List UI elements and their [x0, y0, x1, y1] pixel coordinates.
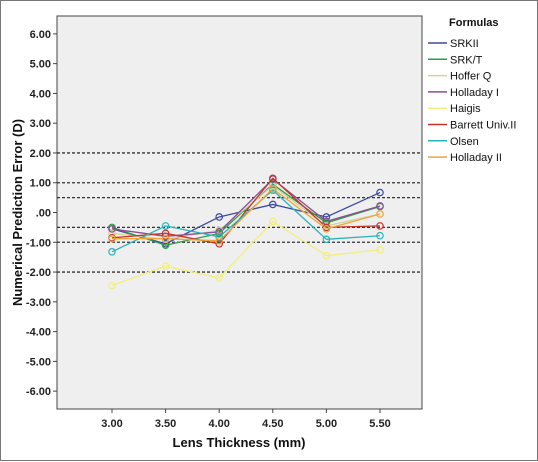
x-tick-label: 3.50 — [155, 418, 176, 430]
data-point-holladay-ii — [161, 234, 170, 243]
data-point-holladay-i — [108, 225, 116, 233]
data-point-haigis — [376, 245, 384, 254]
legend-label-olsen: Olsen — [450, 136, 479, 148]
data-point-holladay-ii — [322, 225, 331, 233]
y-tick-label: -6.00 — [26, 386, 51, 398]
y-tick-label: -2.00 — [26, 267, 51, 279]
y-tick-label: 4.00 — [30, 88, 51, 100]
x-tick-label: 3.00 — [101, 418, 122, 430]
series-line-barrett-univ-ii — [111, 177, 381, 245]
series-line-haigis — [111, 220, 381, 287]
x-tick-label: 4.00 — [208, 418, 229, 430]
legend-label-hoffer-q: Hoffer Q — [450, 71, 492, 83]
data-point-haigis — [161, 262, 170, 270]
y-tick-label: 5.00 — [30, 59, 51, 71]
data-point-olsen — [108, 248, 116, 256]
legend-label-barrett-univ-ii: Barrett Univ.II — [450, 120, 516, 132]
y-tick-label: 3.00 — [30, 118, 51, 130]
y-tick-label: 6.00 — [30, 29, 51, 41]
y-tick-label: .00 — [36, 208, 51, 220]
data-point-olsen — [322, 235, 331, 244]
y-axis-title: Numerical Prediction Error (D) — [10, 119, 25, 306]
data-point-holladay-ii — [376, 210, 384, 218]
legend-label-holladay-ii: Holladay II — [450, 152, 502, 164]
data-point-srkii — [268, 200, 277, 209]
data-point-srkii — [215, 213, 224, 221]
data-point-haigis — [215, 274, 224, 282]
data-point-holladay-ii — [108, 234, 116, 243]
x-tick-label: 5.50 — [369, 418, 390, 430]
series-line-olsen — [111, 189, 381, 253]
x-axis-title: Lens Thickness (mm) — [173, 435, 306, 450]
legend-title: Formulas — [449, 17, 499, 29]
y-tick-label: -3.00 — [26, 297, 51, 309]
data-point-haigis — [322, 251, 331, 260]
data-point-holladay-i — [161, 232, 170, 241]
data-point-barrett-univ-ii — [268, 174, 277, 183]
data-point-olsen — [161, 222, 170, 230]
x-tick-label: 4.50 — [262, 418, 283, 430]
data-point-holladay-i — [376, 202, 384, 210]
data-point-barrett-univ-ii — [161, 229, 170, 238]
legend: SRKII SRK/T Hoffer Q Holladay I Haigis Barret… — [428, 38, 516, 164]
data-point-hoffer-q — [108, 229, 116, 238]
x-tick-label: 5.00 — [316, 418, 337, 430]
data-point-haigis — [268, 217, 277, 226]
series-line-holladay-ii — [112, 187, 381, 242]
legend-label-srkii: SRKII — [450, 38, 479, 50]
y-tick-label: -4.00 — [26, 327, 51, 339]
legend-label-holladay-i: Holladay I — [450, 87, 499, 99]
y-tick-label: 1.00 — [30, 178, 51, 190]
data-point-barrett-univ-ii — [376, 222, 384, 230]
data-point-holladay-ii — [268, 184, 277, 193]
legend-label-haigis: Haigis — [450, 103, 481, 115]
data-point-haigis — [108, 281, 116, 290]
data-point-holladay-i — [215, 228, 224, 236]
y-tick-label: 2.00 — [30, 148, 51, 160]
data-point-holladay-ii — [215, 236, 224, 245]
data-point-olsen — [376, 231, 384, 240]
series-line-holladay-i — [111, 178, 381, 237]
legend-label-srk-t: SRK/T — [450, 54, 483, 66]
data-point-olsen — [215, 233, 224, 241]
y-tick-label: -5.00 — [26, 356, 51, 368]
y-tick-label: -1.00 — [26, 237, 51, 249]
data-point-srkii — [376, 188, 384, 197]
